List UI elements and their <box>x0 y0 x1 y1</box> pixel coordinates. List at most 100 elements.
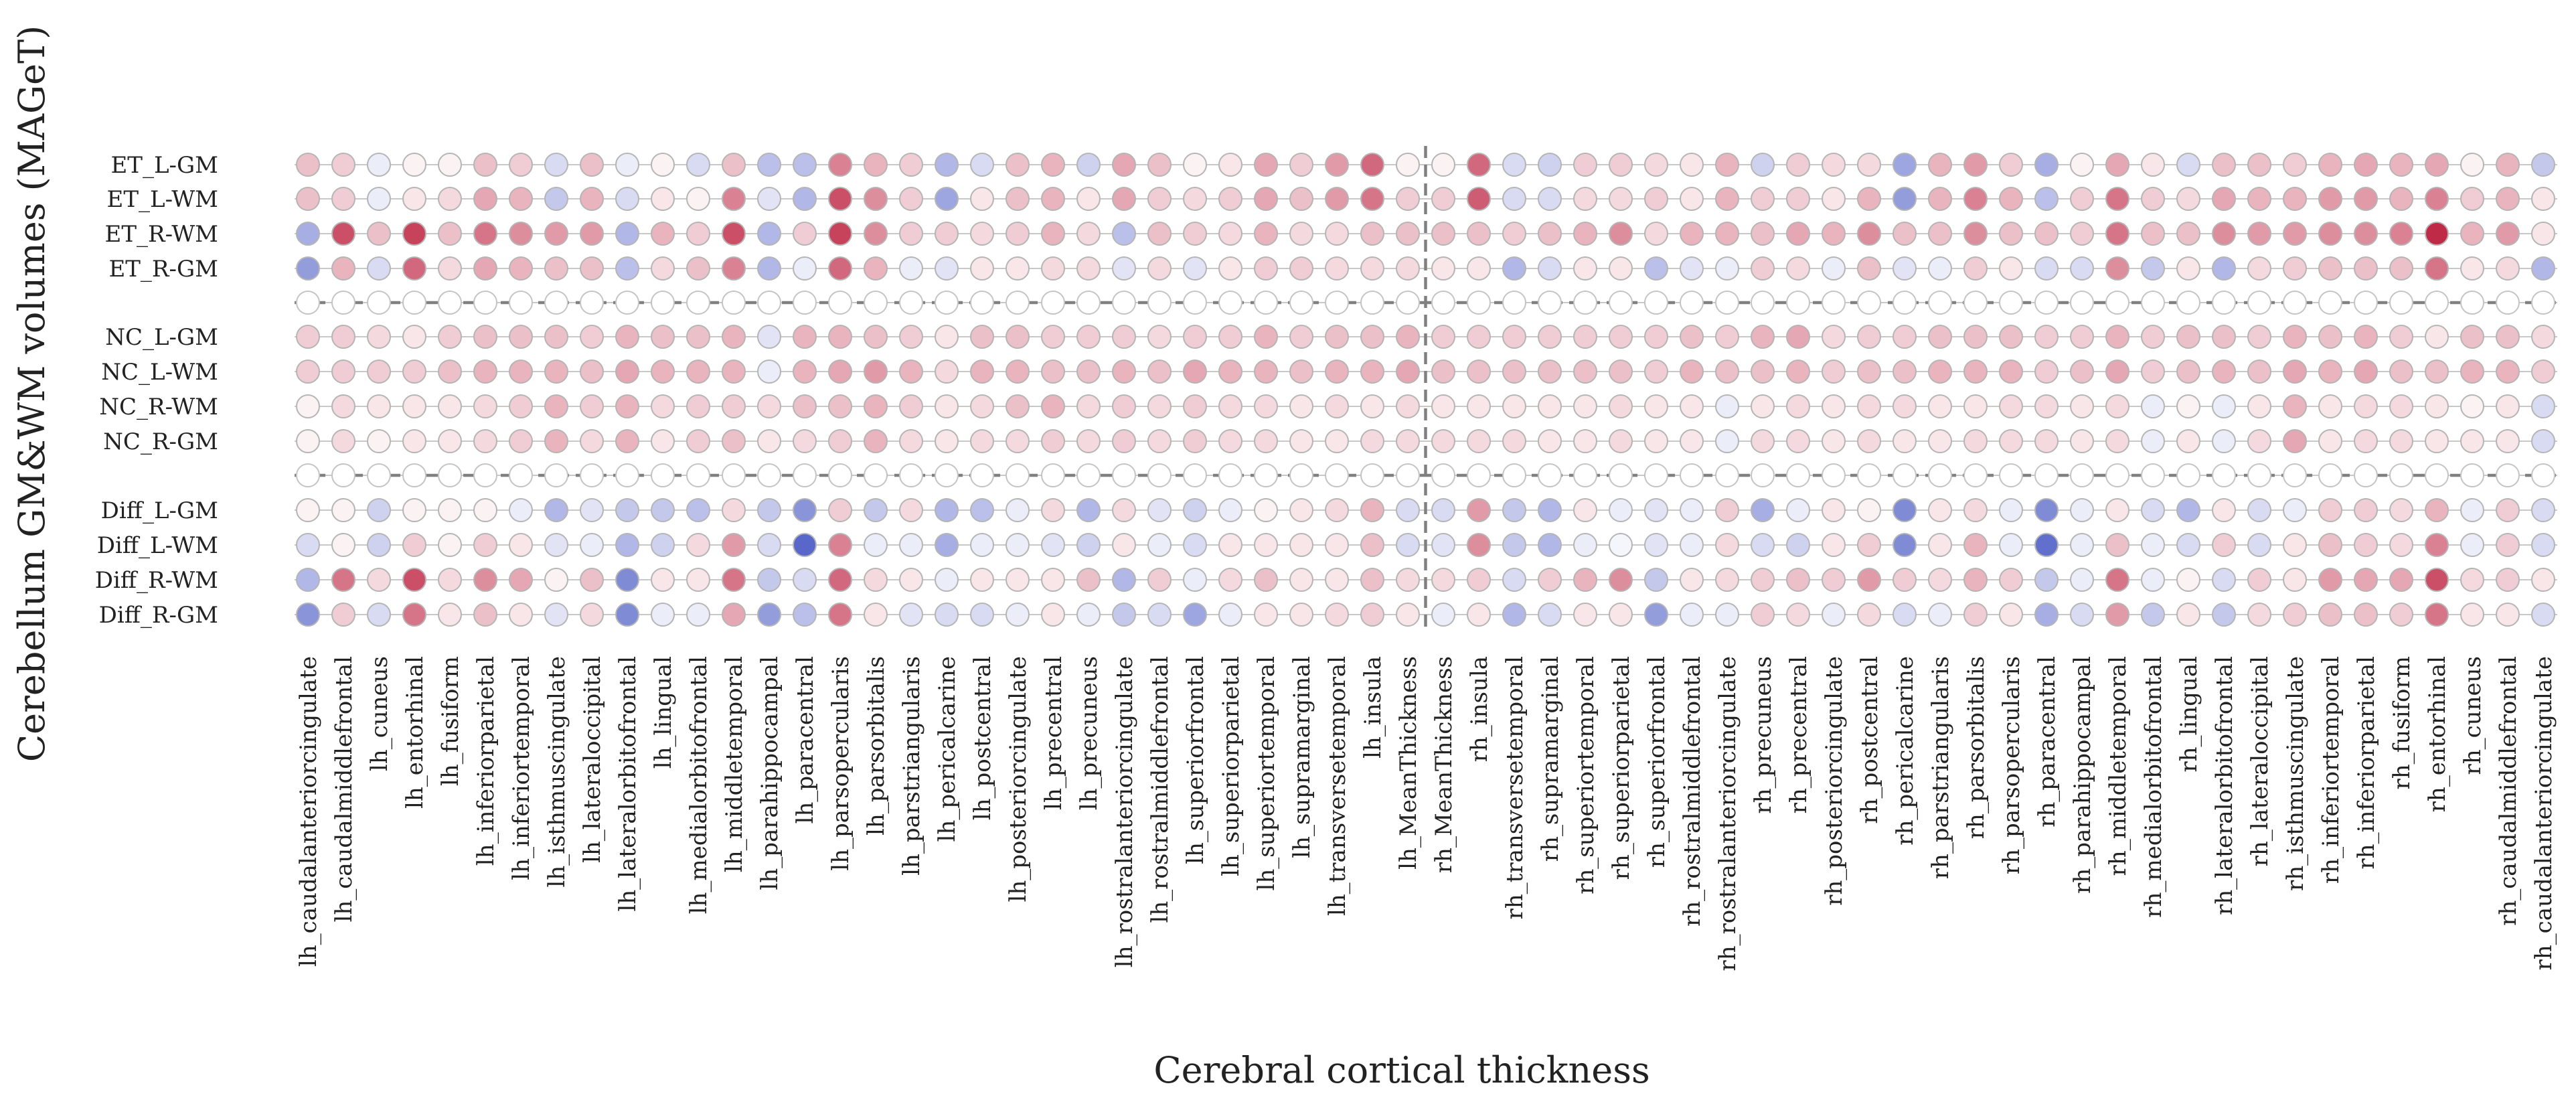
heatmap-cell <box>1751 429 1775 453</box>
separator-cell <box>544 463 568 487</box>
separator-cell <box>828 291 852 315</box>
heatmap-cell <box>2389 429 2413 453</box>
heatmap-cell <box>367 394 391 418</box>
separator-cell <box>1218 291 1242 315</box>
heatmap-cell <box>1289 187 1313 211</box>
heatmap-cell <box>509 187 533 211</box>
heatmap-cell <box>1147 568 1172 592</box>
heatmap-cell <box>828 222 852 246</box>
heatmap-cell <box>1538 498 1562 522</box>
heatmap-cell <box>1928 360 1952 384</box>
column-label: rh_fusiform <box>2389 656 2415 790</box>
separator-cell <box>1893 463 1917 487</box>
heatmap-cell <box>1325 153 1349 177</box>
heatmap-cell <box>580 153 604 177</box>
heatmap-cell <box>402 533 426 557</box>
heatmap-cell <box>2141 325 2165 349</box>
heatmap-cell <box>1786 603 1810 627</box>
heatmap-cell <box>2247 533 2271 557</box>
heatmap-cell <box>1502 222 1526 246</box>
heatmap-cell <box>722 222 746 246</box>
heatmap-cell <box>1999 394 2023 418</box>
column-labels: lh_caudalanteriorcingulate lh_caudalmiddl… <box>295 656 2557 971</box>
separator-cell <box>1467 463 1491 487</box>
heatmap-cell <box>1928 568 1952 592</box>
heatmap-cell <box>935 187 959 211</box>
heatmap-cell <box>1857 256 1881 281</box>
heatmap-cell <box>864 222 888 246</box>
heatmap-cell <box>1076 568 1101 592</box>
heatmap-cell <box>509 360 533 384</box>
heatmap-cell <box>367 360 391 384</box>
heatmap-cell <box>1502 498 1526 522</box>
heatmap-cell <box>970 222 994 246</box>
heatmap-cell <box>1822 429 1846 453</box>
heatmap-cell <box>544 360 568 384</box>
heatmap-cell <box>828 533 852 557</box>
separator-cell <box>1538 291 1562 315</box>
heatmap-cell <box>1218 498 1242 522</box>
heatmap-cell <box>935 533 959 557</box>
heatmap-cell <box>2176 360 2200 384</box>
heatmap-cell <box>1893 603 1917 627</box>
column-label: lh_medialorbitofrontal <box>686 656 712 914</box>
heatmap-cell <box>757 603 781 627</box>
heatmap-cell <box>1325 603 1349 627</box>
heatmap-cell <box>296 153 320 177</box>
column-label: lh_parstriangularis <box>898 656 925 876</box>
heatmap-cell <box>1573 429 1597 453</box>
heatmap-cell <box>651 533 675 557</box>
column-label: lh_caudalmiddlefrontal <box>331 656 357 923</box>
heatmap-cell <box>1644 187 1668 211</box>
separator-cell <box>1360 291 1384 315</box>
heatmap-cell <box>2283 394 2307 418</box>
heatmap-cell <box>2176 256 2200 281</box>
heatmap-cell <box>1893 429 1917 453</box>
heatmap-cell <box>1041 568 1065 592</box>
heatmap-cell <box>367 187 391 211</box>
heatmap-cell <box>1147 603 1172 627</box>
heatmap-cell <box>402 360 426 384</box>
heatmap-cell <box>2105 568 2129 592</box>
heatmap-cell <box>2034 325 2059 349</box>
heatmap-cell <box>509 394 533 418</box>
heatmap-cell <box>544 325 568 349</box>
heatmap-cell <box>2034 187 2059 211</box>
heatmap-cell <box>296 187 320 211</box>
separator-cell <box>544 291 568 315</box>
row-label: NC_R-WM <box>99 394 218 420</box>
heatmap-cell <box>1680 429 1704 453</box>
heatmap-cell <box>1893 222 1917 246</box>
heatmap-cell <box>1218 256 1242 281</box>
heatmap-cell <box>296 568 320 592</box>
heatmap-cell <box>331 256 355 281</box>
heatmap-cell <box>899 568 923 592</box>
heatmap-cell <box>1041 222 1065 246</box>
heatmap-cell <box>686 187 710 211</box>
heatmap-cell <box>2283 603 2307 627</box>
heatmap-cell <box>2389 498 2413 522</box>
heatmap-cell <box>1396 498 1420 522</box>
column-label: lh_lingual <box>650 656 677 769</box>
heatmap-cell <box>1609 187 1633 211</box>
column-label: lh_lateralorbitofrontal <box>615 656 641 912</box>
separator-cell <box>793 463 817 487</box>
column-label: lh_paracentral <box>792 656 819 823</box>
heatmap-cell <box>2496 222 2520 246</box>
heatmap-cell <box>2354 222 2378 246</box>
heatmap-cell <box>2496 603 2520 627</box>
heatmap-cell <box>1644 360 1668 384</box>
heatmap-cell <box>2531 153 2555 177</box>
heatmap-cell <box>296 256 320 281</box>
separator-cell <box>2247 463 2271 487</box>
heatmap-cell <box>1254 394 1278 418</box>
heatmap-cell <box>757 394 781 418</box>
heatmap-cell <box>1112 360 1136 384</box>
separator-cell <box>331 291 355 315</box>
heatmap-cell <box>1289 360 1313 384</box>
heatmap-cell <box>2176 153 2200 177</box>
heatmap-cell <box>970 153 994 177</box>
row-label: NC_L-WM <box>101 359 218 386</box>
heatmap-cell <box>2070 429 2094 453</box>
heatmap-cell <box>2389 568 2413 592</box>
